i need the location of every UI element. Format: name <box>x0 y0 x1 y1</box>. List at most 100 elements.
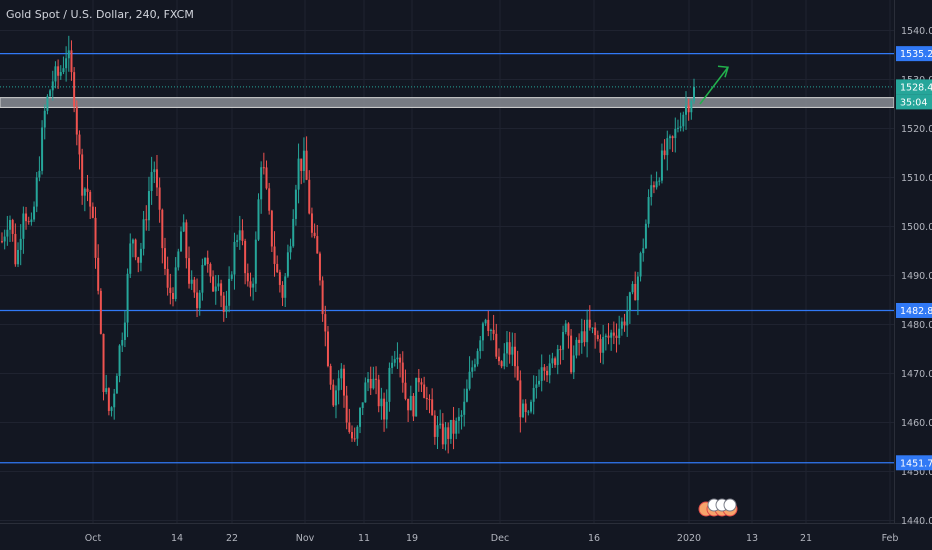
candle <box>351 425 354 442</box>
candle <box>425 386 428 410</box>
candle <box>471 360 474 378</box>
candle <box>626 296 629 337</box>
candle <box>43 104 46 140</box>
candle <box>91 202 94 219</box>
candle <box>644 219 647 249</box>
candle <box>359 406 362 434</box>
trend-arrow[interactable] <box>699 66 729 105</box>
candle <box>115 373 118 394</box>
candle <box>198 290 201 316</box>
candle <box>465 379 468 403</box>
candle <box>123 310 126 348</box>
candle <box>244 238 247 285</box>
candle <box>428 394 431 414</box>
candle <box>25 206 28 230</box>
candle <box>612 321 615 345</box>
candle <box>396 342 399 369</box>
candle <box>676 119 679 133</box>
candle <box>439 409 442 429</box>
candle <box>628 291 631 324</box>
candle <box>452 406 455 450</box>
candle <box>289 238 292 260</box>
candle <box>559 345 562 365</box>
events-icon[interactable] <box>698 498 738 517</box>
candle <box>444 421 447 451</box>
x-tick-label: Feb <box>882 533 899 544</box>
time-axis[interactable]: Oct 14 22 Nov 11 19 Dec 16 2020 13 21 Feb <box>85 533 899 544</box>
candle <box>404 369 407 401</box>
candle <box>70 40 73 81</box>
candle <box>436 416 439 450</box>
candle <box>142 210 145 256</box>
candle <box>292 209 295 248</box>
candle <box>484 318 487 326</box>
candle <box>596 330 599 342</box>
level-price-tag: 1535.28 <box>896 46 932 62</box>
chart-grid <box>0 0 894 523</box>
x-tick-label: 13 <box>746 533 758 544</box>
candle <box>538 369 541 387</box>
candle <box>610 329 613 351</box>
x-tick-label: Nov <box>296 533 315 544</box>
candle <box>487 310 490 337</box>
candle <box>222 292 225 322</box>
candle <box>519 370 522 433</box>
candle <box>607 323 610 345</box>
candle <box>602 324 605 365</box>
candle <box>35 171 38 213</box>
candle <box>527 410 530 416</box>
highlight-zone[interactable] <box>0 97 895 108</box>
candle <box>22 206 25 254</box>
candle <box>481 321 484 352</box>
candle <box>131 238 134 258</box>
candle <box>209 262 212 283</box>
candle <box>684 91 687 130</box>
candle <box>375 366 378 395</box>
x-tick-label: Dec <box>491 533 509 544</box>
candle <box>46 94 49 115</box>
candle <box>615 323 618 353</box>
candle <box>177 248 180 271</box>
candle <box>388 362 391 412</box>
candle <box>260 161 263 214</box>
candle <box>463 388 466 427</box>
x-tick-label: 2020 <box>677 533 701 544</box>
candle <box>81 148 84 205</box>
candle <box>57 59 60 89</box>
candle <box>658 177 661 186</box>
candle <box>513 333 516 378</box>
candle <box>33 201 36 222</box>
candle <box>180 226 183 252</box>
level-price-tag: 1451.78 <box>896 455 932 471</box>
candle <box>281 281 284 306</box>
candle <box>369 366 372 396</box>
candle <box>460 410 463 430</box>
candle <box>578 333 581 356</box>
candle <box>278 269 281 293</box>
candle <box>620 317 623 336</box>
candle <box>564 320 567 335</box>
svg-text:35:04: 35:04 <box>900 97 927 108</box>
candle <box>634 271 637 301</box>
candle <box>113 388 116 420</box>
candle <box>236 234 239 247</box>
x-tick-label: 14 <box>171 533 183 544</box>
candle <box>249 272 252 297</box>
candle <box>334 385 337 419</box>
candle <box>417 369 420 392</box>
candle <box>11 218 14 242</box>
candle <box>188 246 191 289</box>
candle <box>316 224 319 254</box>
candle <box>153 161 156 184</box>
svg-text:1535.28: 1535.28 <box>900 49 932 60</box>
candle <box>190 270 193 290</box>
candle <box>276 255 279 273</box>
candle <box>99 288 102 335</box>
candle <box>324 305 327 347</box>
candle <box>6 215 9 246</box>
candle <box>562 325 565 361</box>
candle <box>668 134 671 150</box>
candle <box>652 181 655 194</box>
candle <box>399 353 402 378</box>
